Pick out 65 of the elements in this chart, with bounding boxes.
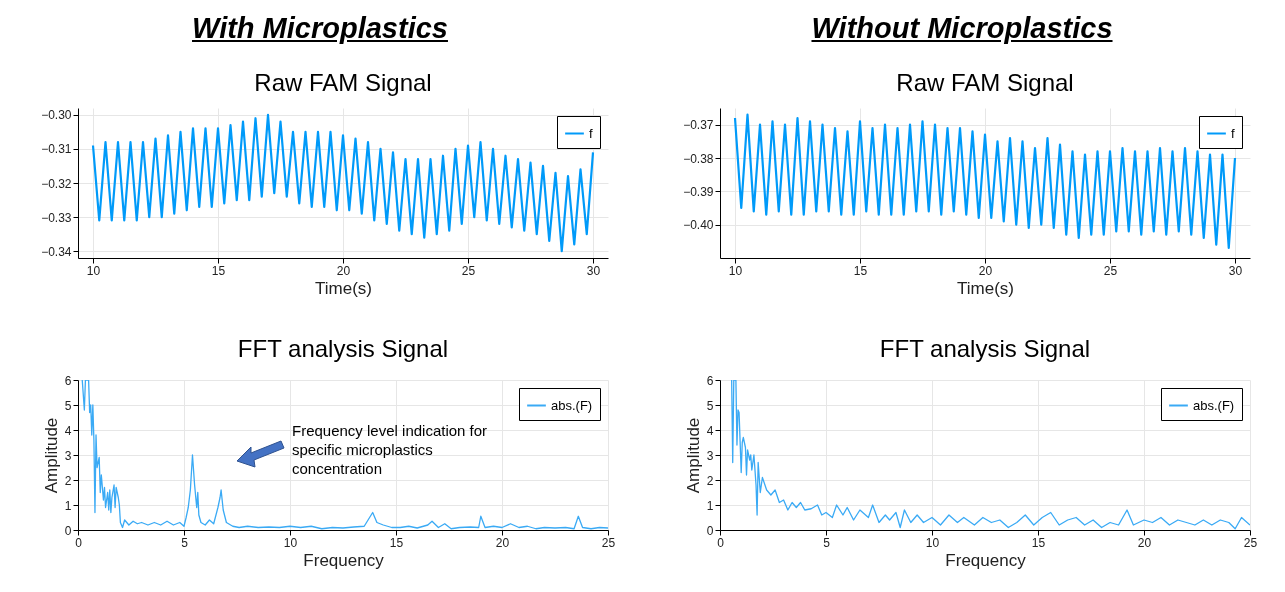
x-tick-label: 20: [1137, 535, 1152, 550]
y-tick-label: −0.33: [41, 210, 72, 225]
text: Without Microplastics: [810, 11, 1114, 46]
x-tick-label: 25: [461, 263, 476, 278]
x-tick-label: 20: [336, 263, 351, 278]
y-tick-label: 2: [64, 473, 72, 488]
y-tick-label: −0.30: [41, 108, 72, 123]
chart-title: FFT analysis Signal: [879, 335, 1091, 362]
y-tick-label: −0.40: [683, 218, 714, 233]
x-axis-title: Frequency: [945, 550, 1027, 570]
x-tick-label: 30: [586, 263, 601, 278]
y-tick-label: −0.37: [683, 118, 714, 133]
line-series: [733, 113, 1237, 250]
x-axis-title: Time(s): [957, 278, 1014, 298]
y-tick-label: −0.32: [41, 176, 72, 191]
x-tick-label: 25: [1243, 535, 1258, 550]
y-tick-label: −0.39: [683, 184, 714, 199]
chart-title: Raw FAM Signal: [254, 69, 432, 96]
y-tick-label: 3: [64, 448, 72, 463]
y-axis-title: Amplitude: [41, 417, 61, 494]
y-tick-label: 1: [64, 498, 72, 513]
x-tick-label: 25: [1103, 263, 1118, 278]
x-tick-label: 10: [728, 263, 743, 278]
x-tick-label: 0: [75, 535, 83, 550]
x-tick-label: 5: [823, 535, 831, 550]
legend-label: abs.(F): [1193, 397, 1235, 413]
x-tick-label: 15: [1031, 535, 1046, 550]
x-tick-label: 15: [389, 535, 404, 550]
chart-title: FFT analysis Signal: [237, 335, 449, 362]
y-tick-label: 4: [64, 423, 72, 438]
line-series: [91, 113, 595, 253]
chart-title: Raw FAM Signal: [896, 69, 1074, 96]
x-tick-label: 0: [717, 535, 725, 550]
x-tick-label: 30: [1228, 263, 1243, 278]
x-tick-label: 15: [211, 263, 226, 278]
annotation: Frequency level indication for specific microplastics concentration: [292, 420, 489, 478]
x-axis-title: Frequency: [303, 550, 385, 570]
y-tick-label: 5: [64, 398, 72, 413]
text: With Microplastics: [191, 11, 449, 46]
legend-label: abs.(F): [551, 397, 593, 413]
y-tick-label: 4: [706, 423, 714, 438]
y-tick-label: 2: [706, 473, 714, 488]
y-tick-label: −0.38: [683, 151, 714, 166]
line-series: [731, 380, 1250, 530]
x-tick-label: 10: [925, 535, 940, 550]
x-tick-label: 20: [978, 263, 993, 278]
y-tick-label: 6: [64, 373, 72, 388]
legend-label: f: [589, 125, 593, 141]
y-tick-label: 1: [706, 498, 714, 513]
x-tick-label: 25: [601, 535, 616, 550]
legend-label: f: [1231, 125, 1235, 141]
x-tick-label: 10: [283, 535, 298, 550]
x-tick-label: 15: [853, 263, 868, 278]
y-tick-label: 0: [706, 523, 714, 538]
y-tick-label: −0.34: [41, 244, 72, 259]
x-tick-label: 5: [181, 535, 189, 550]
x-tick-label: 20: [495, 535, 510, 550]
y-tick-label: 0: [64, 523, 72, 538]
y-tick-label: 5: [706, 398, 714, 413]
y-tick-label: 3: [706, 448, 714, 463]
y-axis-title: Amplitude: [683, 417, 703, 494]
y-tick-label: 6: [706, 373, 714, 388]
x-axis-title: Time(s): [315, 278, 372, 298]
x-tick-label: 10: [86, 263, 101, 278]
y-tick-label: −0.31: [41, 142, 72, 157]
